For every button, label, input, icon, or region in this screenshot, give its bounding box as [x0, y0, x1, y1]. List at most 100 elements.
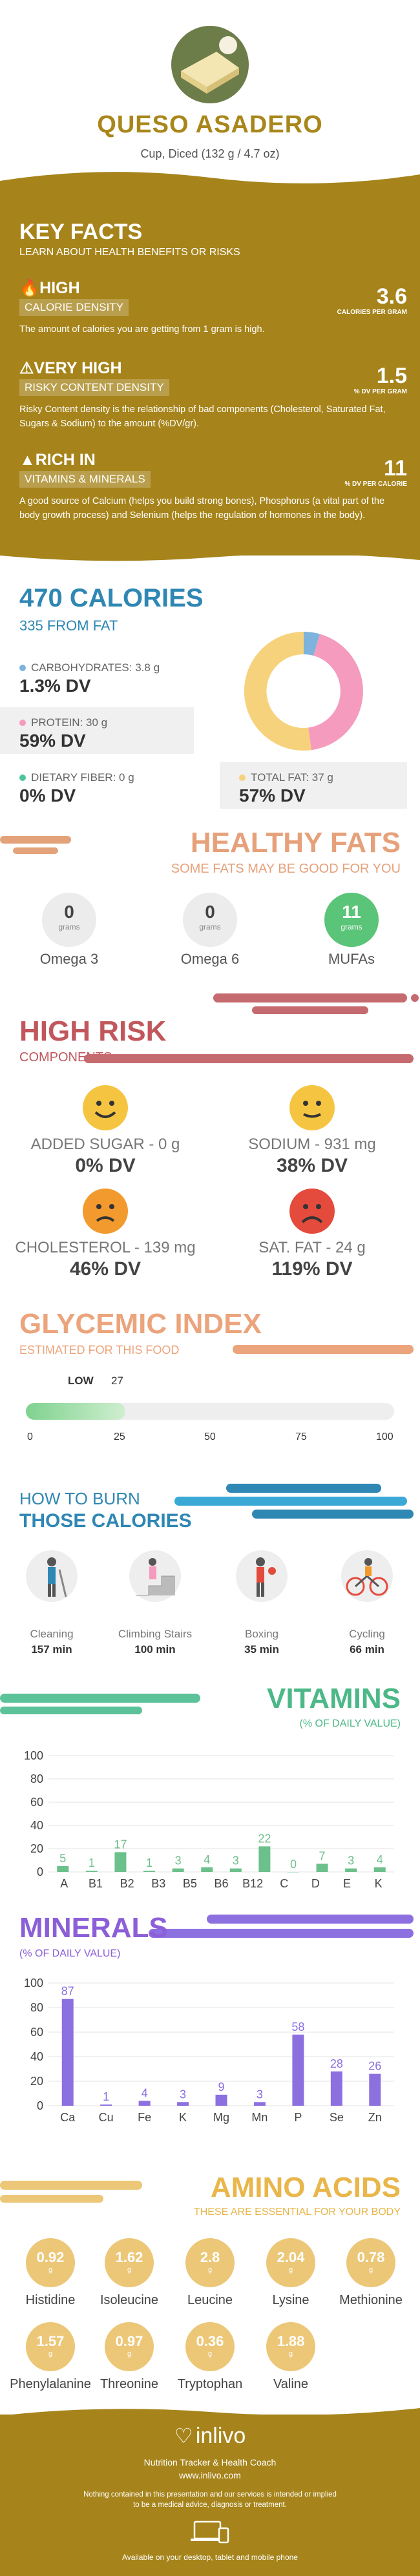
bar	[201, 1867, 213, 1872]
fact-value: 11	[384, 456, 407, 481]
donut-slice-carbs	[304, 632, 320, 656]
burn-minutes: 100 min	[134, 1643, 176, 1656]
x-tick-label: Mg	[213, 2111, 229, 2124]
bar-value-label: 3	[348, 1854, 354, 1867]
y-tick-label: 40	[30, 1819, 43, 1832]
sodium-label: SODIUM - 931 mg	[248, 1136, 376, 1153]
fact-unit: CALORIES PER GRAM	[337, 309, 407, 316]
happy-face-icon	[83, 1085, 128, 1130]
x-tick-label: B3	[151, 1877, 165, 1890]
bar-value-label: 17	[114, 1838, 127, 1851]
amino-circle: 0.92 g	[26, 2238, 75, 2287]
gi-tick: 100	[376, 1431, 394, 1442]
heart-logo-icon: ♡	[174, 2424, 193, 2447]
fact-description: The amount of calories you are getting f…	[19, 324, 265, 335]
gi-tick: 25	[114, 1431, 125, 1442]
bar	[292, 2034, 304, 2106]
minerals-chart: 0 20 40 60 80 100 87 1 4 3 9 3 58 28 26 Ca Cu Fe K Mg Mn P Se Z…	[24, 1977, 394, 2124]
bar-value-label: 3	[233, 1854, 239, 1867]
unit-label: g	[288, 2266, 293, 2274]
donut-slice-protein	[308, 634, 363, 751]
bar-value-label: 4	[204, 1853, 210, 1866]
flame-icon: 🔥	[19, 279, 40, 297]
sodium-dv: 38% DV	[276, 1155, 348, 1176]
fact-level: HIGH	[39, 279, 80, 297]
y-tick-label: 80	[30, 2001, 43, 2014]
vitamins-subtitle: (% OF DAILY VALUE)	[299, 1718, 401, 1729]
added-sugar-dv: 0% DV	[75, 1155, 136, 1176]
fact-unit: % DV PER GRAM	[353, 388, 407, 395]
donut-slice-fat	[244, 631, 311, 751]
amino-value: 0.78	[357, 2249, 385, 2265]
unit-label: grams	[199, 922, 221, 931]
neutral-face-icon	[289, 1085, 335, 1130]
fiber-dot	[19, 774, 26, 781]
amino-label: Isoleucine	[100, 2293, 159, 2307]
amino-label: Tryptophan	[177, 2377, 243, 2391]
footer: ♡ inlivo Nutrition Tracker & Health Coac…	[0, 2415, 420, 2576]
devices-icon	[191, 2520, 229, 2544]
bar	[177, 2102, 189, 2106]
minerals-subtitle: (% OF DAILY VALUE)	[19, 1948, 121, 1959]
sad-face-icon	[83, 1189, 128, 1234]
x-tick-label: B6	[214, 1877, 228, 1890]
burn-title-2: THOSE CALORIES	[19, 1510, 192, 1532]
minerals-title: MINERALS	[19, 1912, 168, 1944]
cleaning-icon	[26, 1550, 78, 1602]
protein-label: PROTEIN: 30 g	[31, 716, 108, 729]
boxing-icon	[236, 1550, 288, 1602]
bar	[373, 1867, 386, 1872]
amino-value: 0.36	[196, 2333, 224, 2349]
bar-value-label: 1	[103, 2090, 109, 2103]
protein-item: PROTEIN: 30 g 59% DV	[0, 707, 194, 754]
amino-label: Valine	[273, 2377, 309, 2391]
bar	[229, 1868, 242, 1872]
bar-value-label: 1	[89, 1856, 95, 1869]
gi-track	[26, 1403, 394, 1420]
amino-value: 1.62	[115, 2249, 143, 2265]
amino-circle: 1.62 g	[105, 2238, 154, 2287]
bar-value-label: 4	[377, 1853, 383, 1866]
bar-value-label: 28	[330, 2057, 343, 2070]
added-sugar-label: ADDED SUGAR - 0 g	[30, 1136, 180, 1153]
bar-value-label: 3	[180, 2088, 186, 2101]
x-tick-label: A	[60, 1877, 68, 1890]
x-tick-label: B12	[242, 1877, 263, 1890]
thumbs-up-icon: ▲	[19, 451, 36, 469]
fats-decoration	[0, 836, 71, 854]
fat-dv: 57% DV	[239, 785, 306, 805]
warning-icon: ⚠	[19, 359, 34, 377]
bar	[330, 2071, 342, 2106]
unit-label: g	[127, 2266, 132, 2274]
amino-circle: 2.04 g	[266, 2238, 315, 2287]
gi-tick: 0	[27, 1431, 33, 1442]
mufas-circle: 11 grams	[324, 893, 379, 947]
amino-value: 1.88	[277, 2333, 305, 2349]
footer-tagline: Nutrition Tracker & Health Coach	[143, 2457, 277, 2467]
bar	[172, 1868, 184, 1872]
unit-label: g	[207, 2350, 213, 2358]
bar	[258, 1846, 271, 1872]
brand-name: inlivo	[195, 2424, 246, 2448]
bar	[100, 2104, 112, 2106]
protein-dv: 59% DV	[19, 731, 86, 751]
glycemic-title: GLYCEMIC INDEX	[19, 1308, 262, 1340]
burn-minutes: 66 min	[350, 1643, 384, 1656]
header-wave	[0, 172, 420, 194]
key-facts-section: KEY FACTS LEARN ABOUT HEALTH BENEFITS OR…	[0, 194, 420, 556]
calories-title: 470 CALORIES	[19, 584, 204, 612]
protein-dot	[19, 720, 26, 726]
fiber-item: DIETARY FIBER: 0 g 0% DV	[0, 762, 194, 809]
amino-decoration	[0, 2181, 142, 2203]
cholesterol-dv: 46% DV	[69, 1258, 142, 1280]
carbs-dot	[19, 665, 26, 671]
omega3-value: 0	[64, 902, 74, 922]
amino-circle: 1.88 g	[266, 2322, 315, 2371]
sat-fat-label: SAT. FAT - 24 g	[258, 1239, 366, 1256]
fact-description: A good source of Calcium (helps you buil…	[19, 496, 385, 521]
fact-calorie-density: 🔥HIGH CALORIE DENSITY 3.6 CALORIES PER G…	[19, 279, 407, 337]
x-tick-label: P	[294, 2111, 302, 2124]
amino-label: Threonine	[100, 2377, 159, 2391]
bar	[215, 2094, 227, 2106]
footer-url[interactable]: www.inlivo.com	[179, 2470, 241, 2480]
